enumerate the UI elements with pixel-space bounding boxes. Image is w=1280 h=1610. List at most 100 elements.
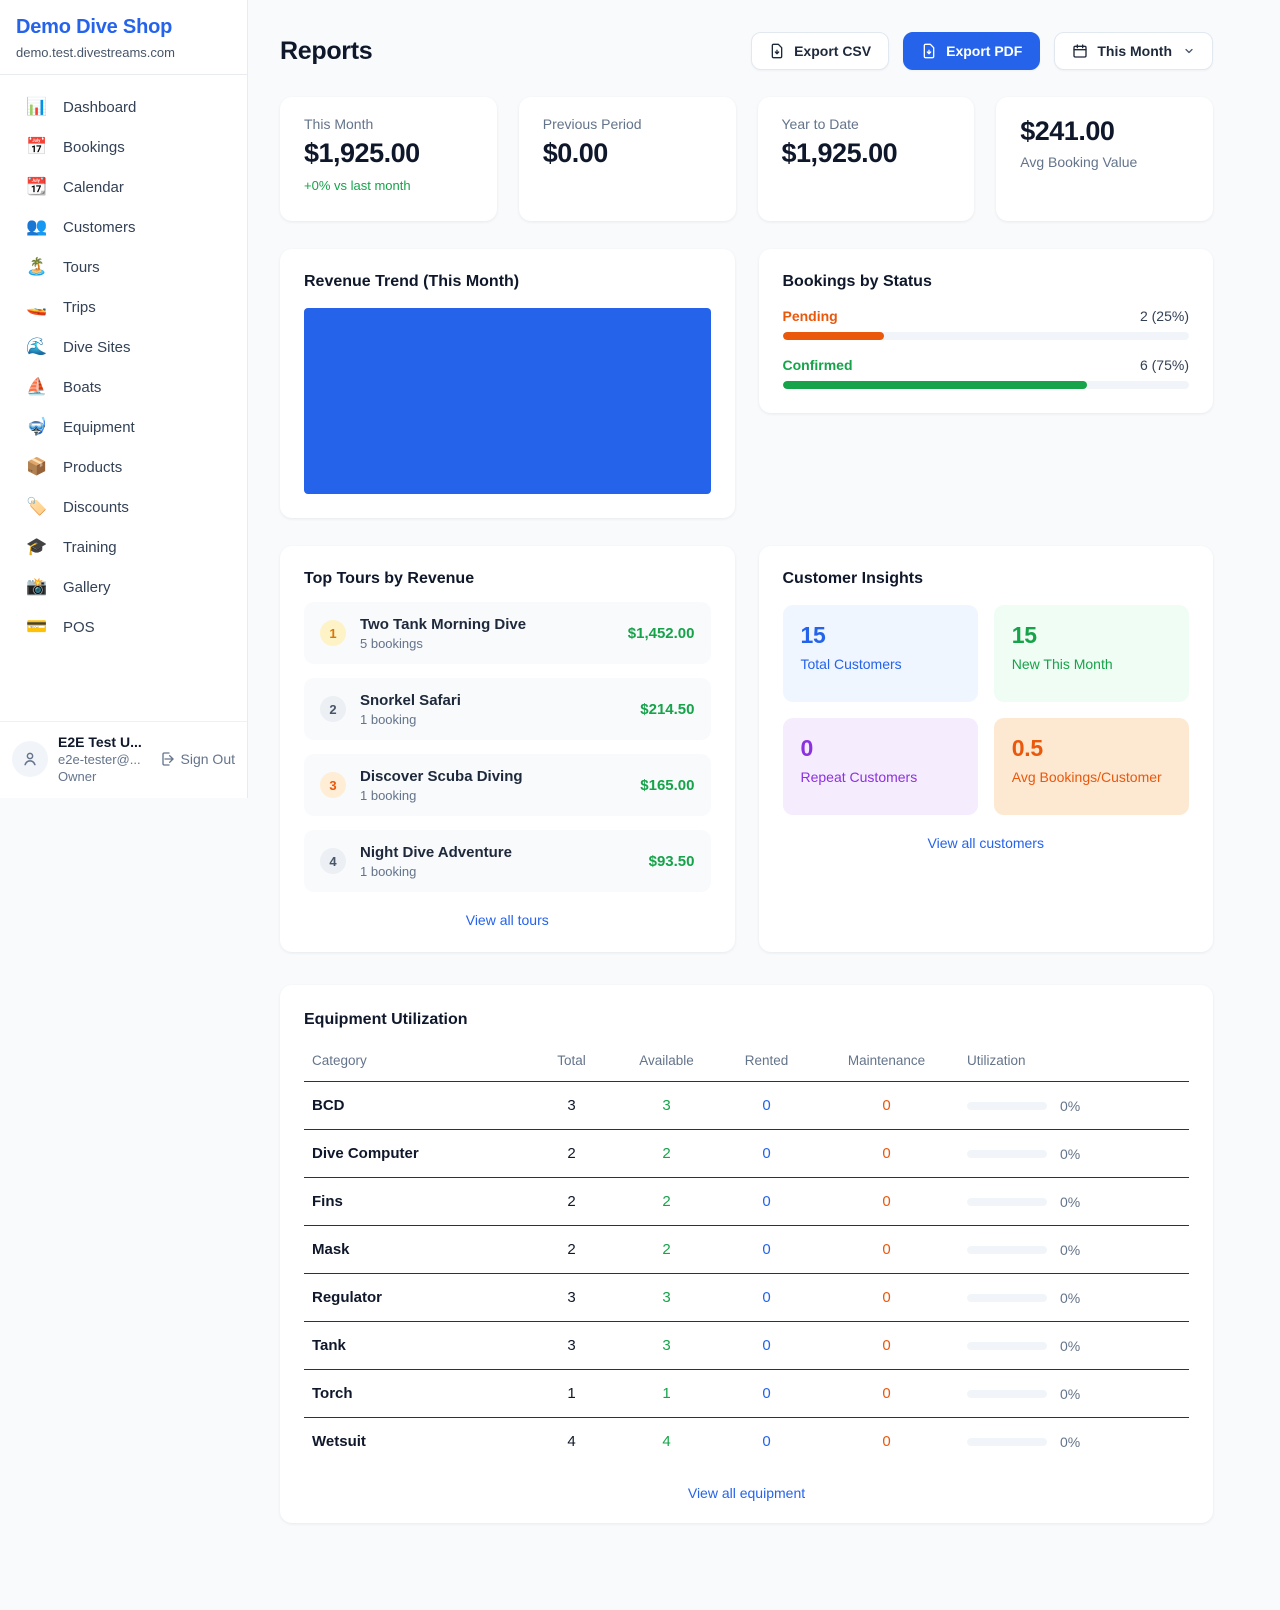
equip-available: 2 — [614, 1177, 719, 1226]
top-tours-card: Top Tours by Revenue 1 Two Tank Morning … — [280, 546, 735, 952]
equipment-utilization-card: Equipment Utilization Category Total Ava… — [280, 985, 1213, 1523]
equip-utilization: 0% — [959, 1177, 1189, 1226]
equip-category: Tank — [304, 1321, 529, 1370]
export-pdf-button[interactable]: Export PDF — [903, 32, 1041, 70]
tag-icon: 🏷️ — [26, 497, 48, 516]
rank-badge: 1 — [320, 620, 346, 646]
tour-row: 3 Discover Scuba Diving 1 booking $165.0… — [304, 754, 711, 816]
equip-maintenance: 0 — [814, 1321, 959, 1370]
equip-maintenance: 0 — [814, 1081, 959, 1130]
sidebar-item-pos[interactable]: 💳 POS — [26, 617, 95, 636]
sidebar-item-gallery[interactable]: 📸 Gallery — [26, 577, 111, 596]
equip-maintenance: 0 — [882, 1433, 891, 1450]
utilization-bar — [967, 1246, 1047, 1254]
export-csv-button[interactable]: Export CSV — [751, 32, 890, 70]
equip-category: Regulator — [304, 1273, 529, 1322]
equip-total: 1 — [529, 1369, 614, 1418]
sidebar-item-dive-sites[interactable]: 🌊 Dive Sites — [26, 337, 131, 356]
sidebar-item-discounts[interactable]: 🏷️ Discounts — [26, 497, 129, 516]
calendar-icon — [1073, 44, 1088, 58]
col-header-maintenance: Maintenance — [814, 1043, 959, 1082]
customer-insights-card: Customer Insights 15 Total Customers 15 … — [758, 546, 1213, 952]
equip-category: Dive Computer — [304, 1129, 529, 1178]
equipment-row: Mask 2 2 0 0 0% — [304, 1225, 1189, 1274]
stat-cards: This Month $1,925.00 +0% vs last month P… — [280, 97, 1213, 221]
view-all-equipment-link[interactable]: View all equipment — [687, 1485, 806, 1501]
equip-available: 3 — [614, 1273, 719, 1322]
sidebar-item-bookings[interactable]: 📅 Bookings — [26, 137, 125, 156]
equip-total: 3 — [529, 1081, 614, 1130]
user-name: E2E Test U... — [58, 734, 142, 750]
status-row-confirmed: Confirmed 6 (75%) — [782, 357, 1189, 389]
diving-mask-icon: 🤿 — [26, 417, 48, 436]
equip-category: Torch — [304, 1369, 529, 1418]
equipment-row: Tank 3 3 0 0 0% — [304, 1321, 1189, 1370]
people-icon: 👥 — [26, 217, 48, 236]
sidebar-item-products[interactable]: 📦 Products — [26, 457, 123, 476]
file-download-icon — [771, 43, 783, 59]
equip-maintenance: 0 — [814, 1225, 959, 1274]
package-icon: 📦 — [26, 457, 48, 476]
equip-category: Wetsuit — [312, 1433, 366, 1450]
view-all-tours-link[interactable]: View all tours — [465, 912, 549, 928]
equipment-row: Fins 2 2 0 0 0% — [304, 1177, 1189, 1226]
customer-insights-title: Customer Insights — [782, 570, 923, 587]
equipment-row: Wetsuit 4 4 0 0 0% — [304, 1418, 1189, 1466]
sidebar-item-dashboard[interactable]: 📊 Dashboard — [26, 97, 137, 116]
equip-utilization: 0% — [959, 1273, 1189, 1322]
equip-rented: 0 — [719, 1129, 814, 1178]
utilization-bar — [967, 1342, 1047, 1350]
equip-available: 2 — [614, 1225, 719, 1274]
sidebar-item-customers[interactable]: 👥 Customers — [26, 217, 136, 236]
rank-badge: 2 — [320, 696, 346, 722]
utilization-bar — [967, 1294, 1047, 1302]
pending-bar — [782, 332, 885, 340]
stat-value: $1,925.00 — [781, 138, 898, 168]
tour-amount: $93.50 — [648, 852, 695, 870]
col-header-available: Available — [614, 1043, 719, 1082]
col-header-category: Category — [304, 1043, 529, 1082]
equip-total: 2 — [529, 1225, 614, 1274]
utilization-bar — [967, 1438, 1047, 1446]
tour-amount: $1,452.00 — [627, 624, 695, 642]
view-all-customers-link[interactable]: View all customers — [927, 835, 1044, 851]
utilization-percent: 0% — [1060, 1146, 1081, 1162]
sidebar-item-training[interactable]: 🎓 Training — [26, 537, 117, 556]
sidebar-item-boats[interactable]: ⛵ Boats — [26, 377, 102, 396]
period-dropdown[interactable]: This Month — [1054, 32, 1213, 70]
sidebar-item-calendar[interactable]: 📆 Calendar — [26, 177, 124, 196]
sidebar-item-equipment[interactable]: 🤿 Equipment — [26, 417, 135, 436]
insight-avg-bookings: 0.5 Avg Bookings/Customer — [993, 718, 1189, 815]
equipment-title: Equipment Utilization — [304, 1011, 468, 1028]
equip-total: 3 — [529, 1321, 614, 1370]
sidebar-item-trips[interactable]: 🚤 Trips — [26, 297, 96, 316]
revenue-trend-chart — [304, 308, 711, 494]
utilization-bar — [967, 1150, 1047, 1158]
stat-value: $1,925.00 — [304, 138, 420, 168]
equip-rented: 0 — [719, 1369, 814, 1418]
shop-domain: demo.test.divestreams.com — [16, 45, 175, 60]
equip-available: 1 — [614, 1369, 719, 1418]
equip-rented: 0 — [719, 1273, 814, 1322]
equip-utilization: 0% — [959, 1321, 1189, 1370]
equip-category: BCD — [304, 1081, 529, 1130]
tour-amount: $165.00 — [640, 776, 695, 794]
equip-utilization: 0% — [959, 1369, 1189, 1418]
equipment-row: BCD 3 3 0 0 0% — [304, 1081, 1189, 1130]
utilization-percent: 0% — [1060, 1098, 1081, 1114]
sidebar-item-tours[interactable]: 🏝️ Tours — [26, 257, 100, 276]
equip-rented: 0 — [719, 1225, 814, 1274]
col-header-total: Total — [529, 1043, 614, 1082]
equip-utilization: 0% — [959, 1225, 1189, 1274]
calendar-date-icon: 📅 — [26, 137, 48, 156]
stat-card-year-to-date: Year to Date $1,925.00 — [757, 97, 975, 221]
equip-rented: 0 — [719, 1321, 814, 1370]
status-label: Pending — [782, 308, 838, 324]
user-role: Owner — [58, 769, 97, 784]
sign-out-button[interactable]: Sign Out — [159, 751, 235, 767]
user-email: e2e-tester@... — [58, 752, 141, 767]
stat-value: $0.00 — [542, 138, 609, 168]
equip-utilization: 0% — [959, 1418, 1189, 1466]
equipment-table: Category Total Available Rented Maintena… — [304, 1043, 1189, 1465]
utilization-percent: 0% — [1060, 1194, 1081, 1210]
